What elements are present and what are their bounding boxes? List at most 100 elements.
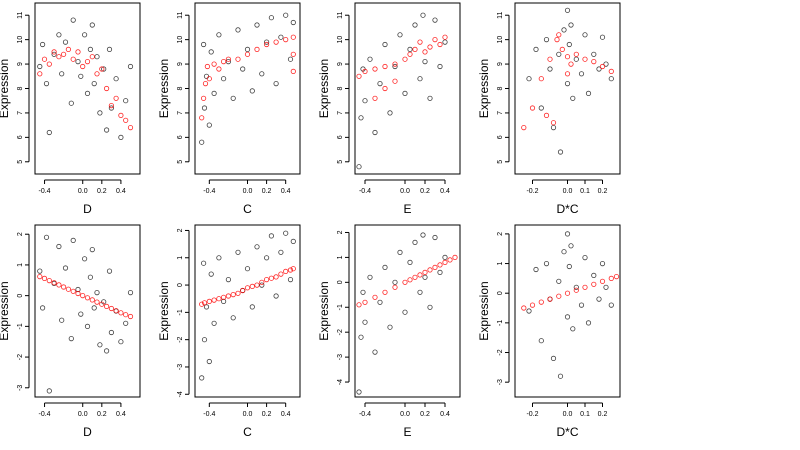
- data-point-fitted: [204, 63, 210, 70]
- data-point-observed: [412, 239, 418, 245]
- data-point-observed: [244, 46, 251, 53]
- data-point-fitted: [422, 269, 428, 275]
- data-point-observed: [254, 244, 260, 250]
- data-point-observed: [290, 238, 296, 244]
- data-point-fitted: [290, 34, 296, 40]
- data-point-observed: [402, 309, 408, 315]
- data-point-fitted: [56, 54, 62, 60]
- data-point-observed: [397, 249, 403, 255]
- y-tick-label: 0: [337, 280, 344, 284]
- data-point-observed: [570, 326, 576, 332]
- data-point-observed: [94, 54, 100, 60]
- data-point-observed: [208, 271, 214, 277]
- y-tick-label: 9: [497, 62, 504, 66]
- data-point-fitted: [84, 58, 91, 65]
- data-point-fitted: [556, 293, 562, 299]
- data-point-observed: [287, 56, 294, 62]
- x-axis-label: E: [403, 202, 411, 216]
- data-point-observed: [608, 76, 614, 82]
- data-point-fitted: [225, 56, 231, 62]
- data-point-fitted: [356, 73, 362, 79]
- data-point-observed: [578, 71, 585, 77]
- data-point-observed: [437, 63, 443, 70]
- x-tick-label: 0.0: [78, 188, 88, 195]
- data-point-observed: [420, 232, 426, 238]
- data-point-observed: [208, 49, 214, 55]
- x-tick-label: 0.4: [281, 188, 291, 195]
- data-point-fitted: [417, 272, 423, 278]
- data-point-fitted: [123, 312, 129, 318]
- data-point-fitted: [564, 54, 571, 60]
- x-tick-label: 0.0: [243, 188, 253, 195]
- data-point-observed: [240, 66, 246, 72]
- data-point-observed: [397, 32, 403, 38]
- data-point-fitted: [392, 78, 398, 84]
- data-point-fitted: [278, 271, 284, 277]
- data-point-observed: [91, 305, 97, 311]
- panel-4: -0.2 0.0 0.1 0.2 5 6 7 8 9 10 11 D*C Expression: [477, 2, 621, 216]
- data-point-observed: [230, 315, 236, 321]
- data-point-observed: [235, 249, 241, 255]
- x-tick-label: 0.0: [78, 411, 88, 418]
- data-point-observed: [235, 27, 241, 33]
- data-point-observed: [547, 66, 553, 72]
- data-point-observed: [538, 338, 544, 344]
- data-point-fitted: [290, 68, 296, 75]
- y-tick-label: -2: [17, 354, 24, 360]
- y-tick-label: 5: [337, 160, 344, 164]
- data-point-fitted: [94, 71, 100, 77]
- data-point-fitted: [41, 56, 48, 62]
- data-point-fitted: [70, 56, 76, 62]
- data-point-fitted: [372, 95, 378, 101]
- data-point-observed: [278, 249, 284, 255]
- data-point-fitted: [427, 44, 433, 50]
- data-point-observed: [118, 134, 124, 140]
- x-tick-label: -0.4: [39, 411, 51, 418]
- data-point-observed: [43, 234, 50, 240]
- y-tick-label: 10: [177, 36, 184, 44]
- data-point-fitted: [554, 36, 560, 43]
- data-point-observed: [230, 95, 236, 101]
- y-tick-label: 11: [337, 11, 344, 18]
- data-point-observed: [362, 319, 368, 325]
- x-axis-label: D*C: [556, 202, 578, 216]
- data-point-observed: [37, 63, 43, 70]
- data-point-fitted: [202, 81, 209, 87]
- x-axis-label: D: [83, 202, 92, 216]
- plot-frame: [194, 224, 301, 398]
- data-point-observed: [568, 22, 574, 28]
- y-axis-label: Expression: [0, 59, 11, 118]
- x-tick-label: -0.4: [203, 411, 215, 418]
- data-point-observed: [123, 98, 129, 104]
- data-point-observed: [104, 348, 110, 354]
- plot-frame: [514, 224, 621, 398]
- y-axis-label: Expression: [157, 281, 171, 340]
- data-point-fitted: [538, 299, 544, 305]
- data-point-fitted: [235, 56, 241, 62]
- data-point-observed: [557, 149, 564, 155]
- y-axis-label: Expression: [157, 59, 171, 118]
- data-point-fitted: [407, 277, 413, 283]
- data-point-fitted: [290, 266, 296, 272]
- data-point-observed: [392, 279, 398, 285]
- y-axis-label: Expression: [477, 281, 491, 340]
- data-point-observed: [82, 32, 88, 38]
- y-tick-label: 7: [177, 111, 184, 115]
- data-point-fitted: [382, 85, 388, 92]
- y-axis-label: Expression: [317, 281, 331, 340]
- data-point-fitted: [249, 283, 255, 289]
- data-point-fitted: [41, 275, 48, 281]
- data-point-observed: [118, 339, 124, 345]
- data-point-observed: [596, 296, 602, 302]
- y-tick-label: 6: [497, 135, 504, 139]
- data-point-observed: [564, 314, 571, 320]
- panel-7: -0.4 0.0 0.2 0.4 -4 -3 -2 -1 0 1 2 E Expression: [317, 224, 461, 439]
- data-point-fitted: [127, 125, 134, 131]
- data-point-fitted: [372, 66, 378, 72]
- panel-1: -0.4 0.0 0.2 0.4 5 6 7 8 9 10 11 D Expression: [0, 2, 141, 216]
- data-point-fitted: [254, 282, 260, 288]
- data-point-observed: [259, 71, 265, 77]
- x-tick-label: -0.2: [526, 411, 538, 418]
- data-point-observed: [287, 276, 294, 283]
- panel-5: -0.4 0.0 0.2 0.4 -3 -2 -1 0 1 2 D Expression: [0, 224, 141, 439]
